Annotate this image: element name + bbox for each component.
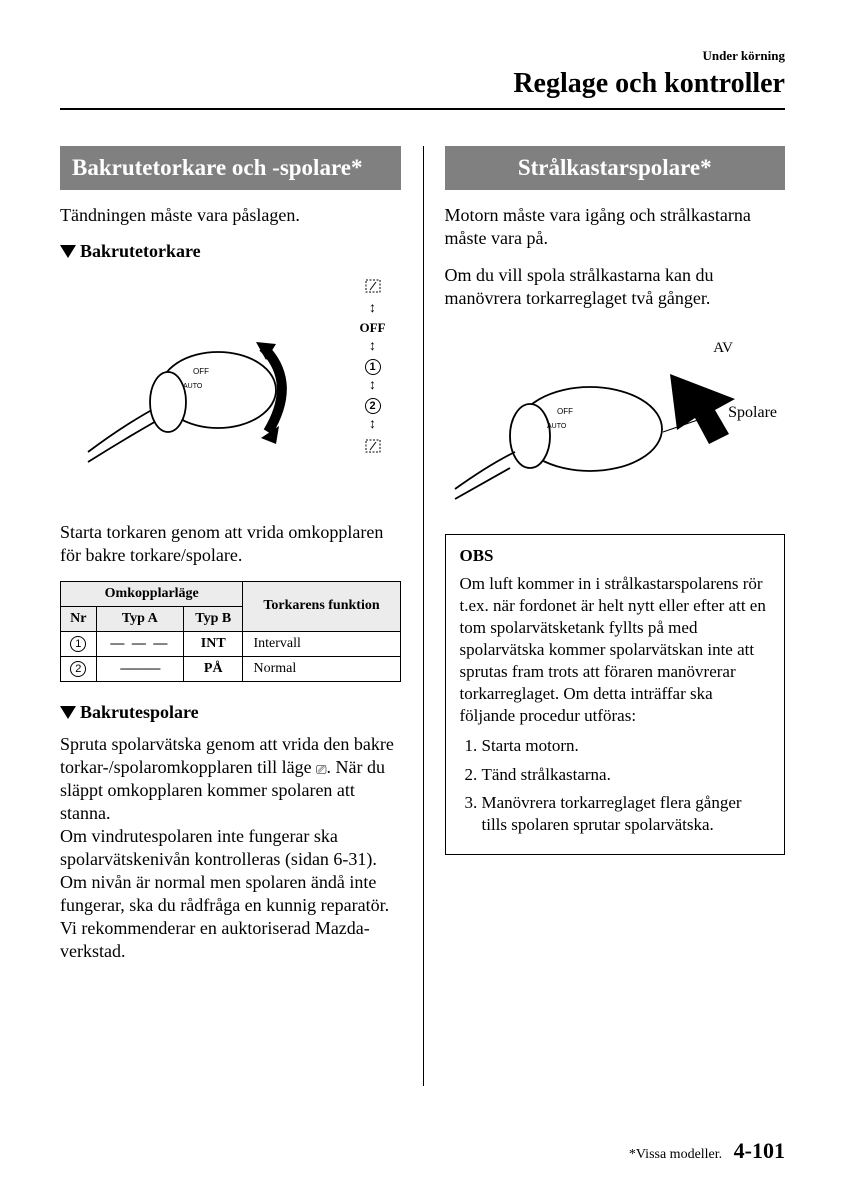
table-header-group: Omkopplarläge: [61, 581, 243, 606]
obs-title: OBS: [460, 545, 771, 567]
subheading-bakrutespolare: Bakrutespolare: [60, 702, 401, 723]
header-section-small: Under körning: [60, 48, 785, 64]
page-number: 4-101: [734, 1138, 785, 1163]
obs-step-2: Tänd strålkastarna.: [482, 764, 771, 786]
headlight-washer-diagram: OFF AUTO AV Spolare: [445, 334, 786, 514]
position-1-label: 1: [365, 359, 381, 375]
left-column: Bakrutetorkare och -spolare* Tändningen …: [60, 146, 423, 977]
triangle-marker-icon: [60, 706, 76, 719]
svg-text:AUTO: AUTO: [547, 423, 567, 430]
right-column: Strålkastarspolare* Motorn måste vara ig…: [423, 146, 786, 977]
table-row1-nr: 1: [70, 636, 86, 652]
subheading-bakrutespolare-label: Bakrutespolare: [80, 702, 199, 723]
right-p1: Motorn måste vara igång och strålkastarn…: [445, 204, 786, 250]
left-body2d: Vi rekommenderar en auktoriserad Mazda-v…: [60, 918, 370, 961]
table-row2-nr: 2: [70, 661, 86, 677]
left-body2c: Om vindrutespolaren inte fungerar ska sp…: [60, 826, 389, 915]
position-indicator-column: ↕ OFF ↕ 1 ↕ 2 ↕: [355, 272, 391, 462]
table-row2-typ-b: PÅ: [184, 656, 243, 681]
table-header-typ-b: Typ B: [184, 606, 243, 631]
rear-wiper-diagram: OFF AUTO ↕ OFF ↕ 1 ↕: [60, 272, 401, 507]
arrow-updown-icon: ↕: [355, 302, 391, 316]
right-section-title: Strålkastarspolare*: [445, 146, 786, 190]
table-row2-typ-a: ———: [120, 661, 159, 676]
svg-text:OFF: OFF: [193, 367, 209, 376]
svg-text:OFF: OFF: [557, 407, 573, 416]
position-2-label: 2: [365, 398, 381, 414]
arrow-updown-icon: ↕: [355, 418, 391, 432]
table-row1-typ-b: INT: [184, 631, 243, 656]
label-av: AV: [713, 340, 733, 357]
svg-text:AUTO: AUTO: [183, 383, 203, 390]
header-section-main: Reglage och kontroller: [60, 68, 785, 100]
arrow-updown-icon: ↕: [355, 379, 391, 393]
rear-wipe-wash-bottom-icon: [362, 436, 384, 454]
table-row1-typ-a: — — —: [110, 636, 169, 651]
footer-note: *Vissa modeller.: [629, 1147, 722, 1162]
table-row: 2 ——— PÅ Normal: [61, 656, 401, 681]
table-row1-fn: Intervall: [243, 631, 400, 656]
table-header-function: Torkarens funktion: [243, 581, 400, 631]
wiper-lever-icon: OFF AUTO: [68, 312, 308, 482]
right-p2: Om du vill spola strålkastarna kan du ma…: [445, 264, 786, 310]
switch-mode-table: Omkopplarläge Torkarens funktion Nr Typ …: [60, 581, 401, 682]
table-header-nr: Nr: [61, 606, 97, 631]
column-divider: [423, 146, 424, 1086]
left-section-title: Bakrutetorkare och -spolare*: [60, 146, 401, 190]
rear-wipe-wash-top-icon: [362, 276, 384, 294]
obs-body: Om luft kommer in i strålkastarspolarens…: [460, 573, 771, 728]
triangle-marker-icon: [60, 245, 76, 258]
header-divider: [60, 108, 785, 110]
washer-lever-icon: OFF AUTO: [445, 344, 755, 504]
obs-note-box: OBS Om luft kommer in i strålkastarspola…: [445, 534, 786, 855]
left-intro-text: Tändningen måste vara påslagen.: [60, 204, 401, 227]
arrow-updown-icon: ↕: [355, 340, 391, 354]
table-row2-fn: Normal: [243, 656, 400, 681]
table-header-typ-a: Typ A: [96, 606, 183, 631]
washer-spray-icon: ⎚: [316, 762, 326, 779]
left-body-after-diagram: Starta torkaren genom att vrida omkoppla…: [60, 521, 401, 567]
subheading-bakrutetorkare-label: Bakrutetorkare: [80, 241, 201, 262]
position-off-label: OFF: [355, 320, 391, 336]
page-footer: *Vissa modeller. 4-101: [629, 1138, 785, 1164]
subheading-bakrutetorkare: Bakrutetorkare: [60, 241, 401, 262]
obs-step-1: Starta motorn.: [482, 735, 771, 757]
table-row: 1 — — — INT Intervall: [61, 631, 401, 656]
left-washer-paragraph: Spruta spolarvätska genom att vrida den …: [60, 733, 401, 963]
obs-step-3: Manövrera torkarreglaget flera gånger ti…: [482, 792, 771, 836]
label-spolare: Spolare: [728, 404, 777, 422]
